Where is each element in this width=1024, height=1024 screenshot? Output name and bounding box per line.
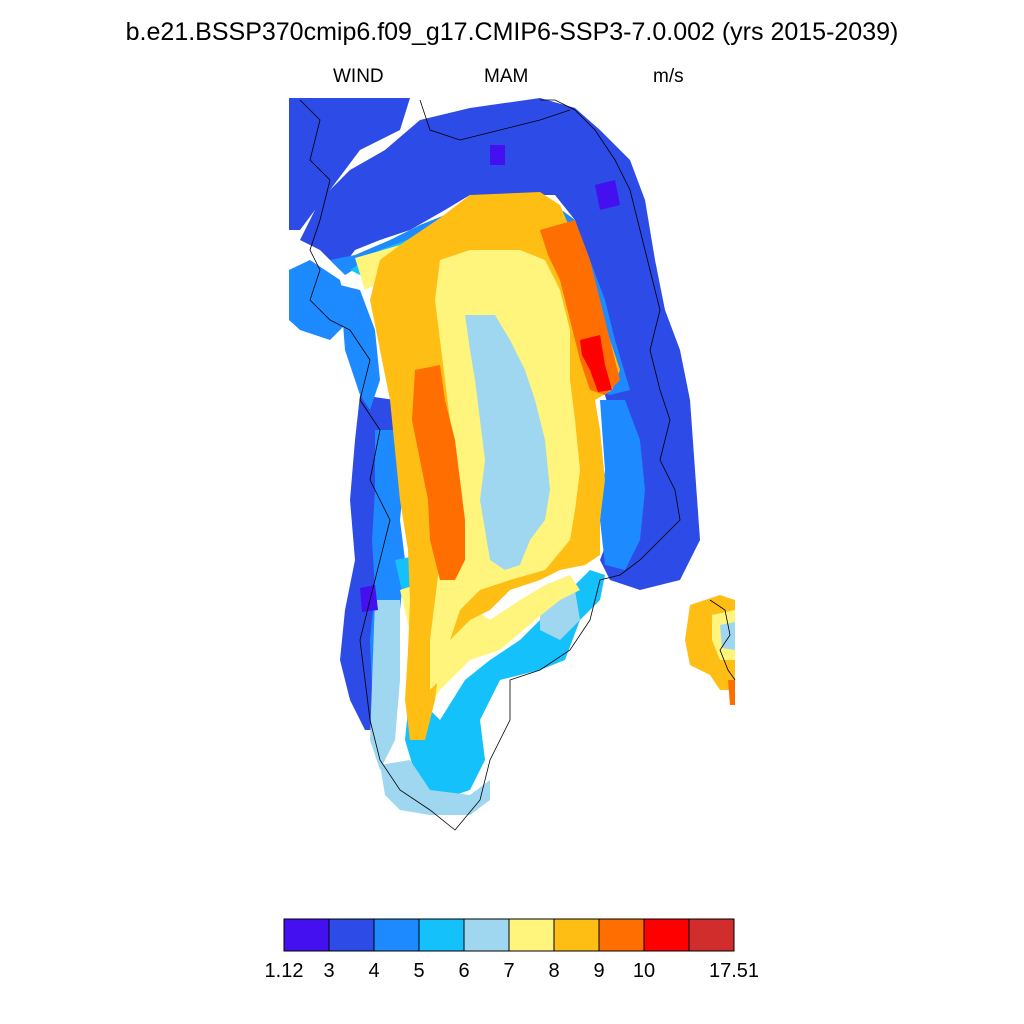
colorbar-swatch — [643, 918, 690, 952]
colorbar-swatch — [283, 918, 330, 952]
season-label: MAM — [484, 66, 529, 87]
colorbar-tick-label: 6 — [458, 960, 470, 982]
colorbar-swatch — [688, 918, 735, 952]
coastline-outline — [709, 599, 736, 681]
variable-label: WIND — [333, 66, 384, 87]
wind-field-band-c2 — [300, 98, 700, 590]
wind-field — [289, 98, 735, 815]
plot-title: b.e21.BSSP370cmip6.f09_g17.CMIP6-SSP3-7.… — [125, 18, 899, 46]
wind-field-band-c8 — [728, 680, 735, 705]
wind-field-band-c8 — [412, 365, 465, 580]
colorbar-swatch — [508, 918, 555, 952]
colorbar-swatch — [418, 918, 465, 952]
colorbar-swatch — [328, 918, 375, 952]
colorbar-tick-label: 4 — [368, 960, 380, 982]
wind-field-band-c5 — [465, 315, 550, 570]
colorbar-tick-label: 17.51 — [708, 960, 760, 982]
wind-field-band-c9 — [580, 335, 612, 392]
colorbar-swatch — [598, 918, 645, 952]
wind-field-band-c3 — [340, 285, 380, 410]
colorbar-tick-label: 1.12 — [264, 960, 304, 982]
wind-field-band-c3 — [289, 260, 350, 340]
units-label: m/s — [653, 66, 684, 87]
wind-field-band-c3 — [600, 400, 645, 570]
wind-field-band-c1 — [595, 180, 620, 210]
colorbar-tick-label: 3 — [323, 960, 335, 982]
wind-field-band-c5 — [720, 622, 735, 650]
wind-field-band-c2 — [289, 98, 410, 230]
colorbar-swatch — [553, 918, 600, 952]
colorbar-tick-label: 8 — [548, 960, 560, 982]
colorbar-tick-label: 9 — [593, 960, 605, 982]
wind-field-band-c1 — [360, 585, 378, 612]
colorbar-tick-label: 7 — [503, 960, 515, 982]
wind-field-band-c5 — [380, 760, 490, 815]
wind-field-band-c5 — [370, 600, 400, 770]
coastline-outline — [299, 99, 681, 831]
wind-field-band-c1 — [490, 145, 505, 165]
colorbar-tick-label: 10 — [632, 960, 656, 982]
colorbar-swatch — [463, 918, 510, 952]
colorbar-tick-label: 5 — [413, 960, 425, 982]
colorbar-swatch — [373, 918, 420, 952]
